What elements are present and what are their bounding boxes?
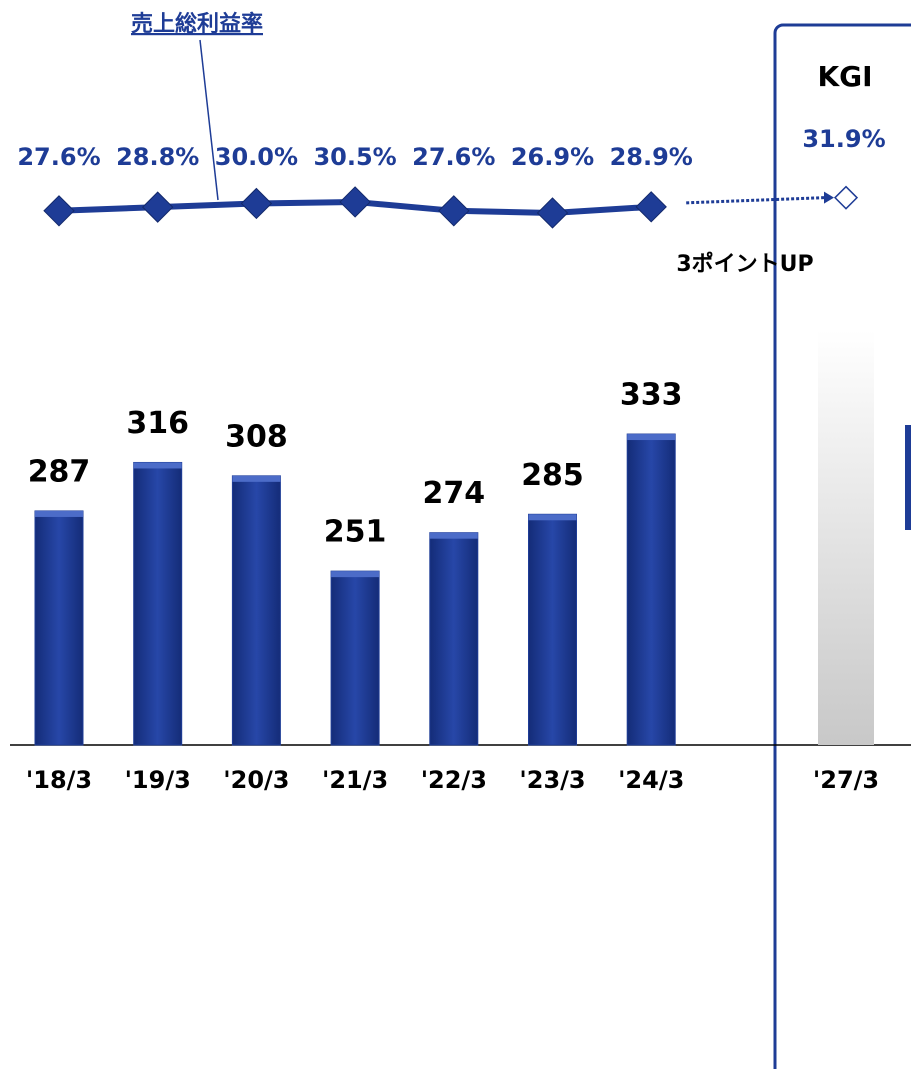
line-data-label: 27.6% — [412, 143, 495, 171]
line-data-label: 28.9% — [610, 143, 693, 171]
data-label: 285 — [521, 458, 584, 493]
bar — [528, 513, 577, 746]
bar — [34, 510, 84, 746]
data-label: 287 — [28, 454, 91, 489]
marker — [536, 197, 569, 229]
x-tick-label: '18/3 — [26, 766, 92, 794]
x-tick-label: '20/3 — [223, 766, 289, 794]
line-data-label: 31.9% — [802, 125, 885, 153]
data-label: 251 — [324, 515, 387, 550]
kgi-box — [773, 23, 911, 1069]
legend-label: 売上総利益率 — [131, 11, 263, 37]
bar-bevel — [429, 532, 478, 539]
bar-bevel — [232, 475, 281, 482]
bar-bevel — [528, 514, 577, 521]
marker — [833, 185, 859, 210]
target-arrow — [686, 196, 825, 205]
line-data-label: 27.6% — [17, 143, 100, 171]
data-label: 333 — [620, 378, 683, 413]
marker — [43, 195, 75, 227]
arrow-head — [824, 191, 834, 204]
marker — [339, 186, 371, 218]
bar-bevel — [35, 510, 83, 517]
x-tick-label: '24/3 — [618, 766, 684, 794]
x-tick-label: '21/3 — [322, 766, 388, 794]
x-tick-label: '23/3 — [519, 766, 585, 794]
data-label: 316 — [126, 406, 189, 441]
target-placeholder — [818, 330, 874, 745]
bar — [133, 461, 183, 746]
edge-block — [905, 425, 911, 530]
annotation: 3ポイントUP — [676, 251, 813, 277]
kgi-label: KGI — [817, 60, 872, 93]
line-data-label: 30.5% — [313, 143, 396, 171]
legend-leader — [199, 39, 219, 201]
line-data-label: 30.0% — [215, 143, 298, 171]
x-tick-label: '27/3 — [813, 766, 879, 794]
marker — [240, 187, 273, 220]
marker — [141, 191, 174, 223]
bar — [626, 433, 676, 746]
bar-bevel — [627, 434, 676, 441]
data-label: 308 — [225, 419, 288, 454]
bar — [231, 475, 281, 746]
bar — [429, 532, 479, 746]
bar-bevel — [133, 462, 182, 469]
x-tick-label: '22/3 — [421, 766, 487, 794]
marker — [635, 191, 667, 223]
marker — [438, 195, 470, 227]
bar — [330, 570, 380, 746]
line-data-label: 26.9% — [511, 143, 594, 171]
data-label: 274 — [422, 476, 485, 511]
line-data-label: 28.8% — [116, 143, 199, 171]
x-tick-label: '19/3 — [125, 766, 191, 794]
bar-bevel — [331, 571, 380, 578]
